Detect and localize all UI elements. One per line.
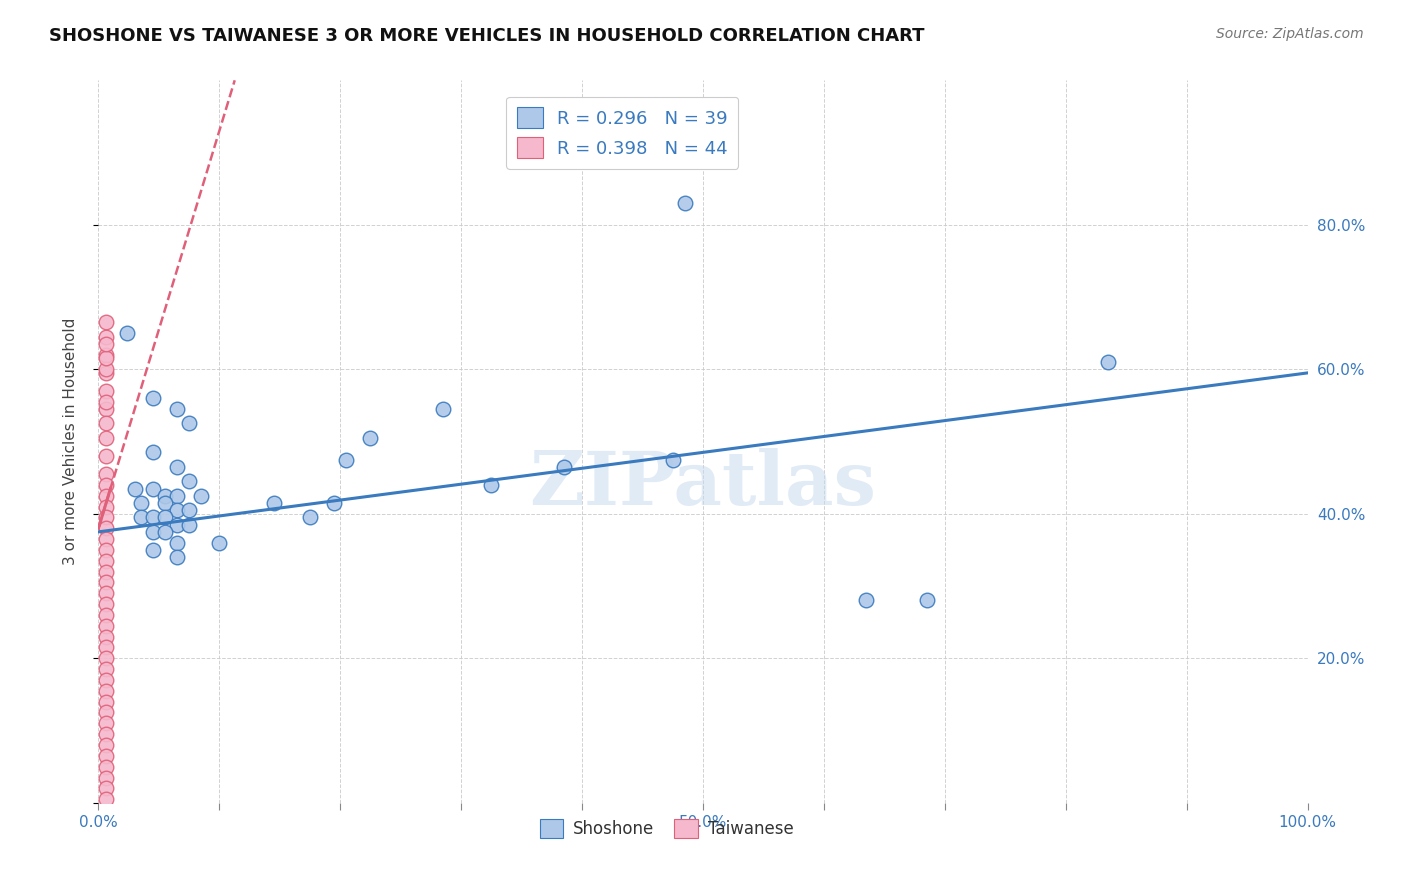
Point [360,431,382,445]
Point [94,738,117,752]
Text: ZIPatlas: ZIPatlas [530,449,876,522]
Point [153,496,176,510]
Y-axis label: 3 or more Vehicles in Household: 3 or more Vehicles in Household [63,318,77,566]
Point [166,489,188,503]
Point [661,452,683,467]
Point [94,394,117,409]
Point [94,542,117,557]
Point [94,771,117,785]
Point [94,348,117,362]
Point [208,535,231,549]
Point [553,459,575,474]
Point [94,673,117,687]
Point [94,366,117,380]
Point [94,640,117,655]
Point [94,597,117,611]
Point [673,196,696,211]
Point [94,467,117,481]
Point [179,517,201,532]
Point [481,478,503,492]
Point [94,337,117,351]
Point [117,326,139,340]
Point [166,402,188,417]
Point [166,535,188,549]
Point [94,554,117,568]
Point [94,510,117,524]
Point [94,362,117,376]
Point [124,482,146,496]
Point [323,496,346,510]
Point [153,524,176,539]
Point [142,542,165,557]
Point [94,417,117,431]
Point [190,489,212,503]
Point [94,760,117,774]
Point [94,351,117,366]
Point [94,565,117,579]
Point [94,330,117,344]
Point [94,575,117,590]
Point [855,593,877,607]
Point [94,716,117,731]
Point [263,496,285,510]
Point [166,517,188,532]
Point [179,417,201,431]
Point [94,449,117,463]
Point [142,510,165,524]
Point [432,402,454,417]
Point [142,445,165,459]
Point [94,748,117,763]
Point [129,496,152,510]
Point [142,524,165,539]
Point [94,662,117,676]
Point [94,630,117,644]
Point [166,459,188,474]
Point [94,607,117,622]
Point [94,521,117,535]
Point [915,593,938,607]
Point [94,384,117,398]
Point [179,475,201,489]
Point [94,706,117,720]
Point [166,550,188,565]
Point [94,402,117,417]
Point [166,503,188,517]
Point [94,683,117,698]
Point [153,489,176,503]
Point [335,452,357,467]
Point [94,727,117,741]
Point [94,781,117,796]
Point [1097,355,1119,369]
Point [153,510,176,524]
Point [129,510,152,524]
Point [299,510,322,524]
Point [94,792,117,806]
Point [94,315,117,329]
Text: SHOSHONE VS TAIWANESE 3 OR MORE VEHICLES IN HOUSEHOLD CORRELATION CHART: SHOSHONE VS TAIWANESE 3 OR MORE VEHICLES… [49,27,925,45]
Point [94,500,117,514]
Point [94,431,117,445]
Legend: Shoshone, Taiwanese: Shoshone, Taiwanese [533,813,800,845]
Point [94,478,117,492]
Point [94,489,117,503]
Point [94,651,117,665]
Point [94,619,117,633]
Point [142,391,165,405]
Point [142,482,165,496]
Point [179,503,201,517]
Point [94,695,117,709]
Point [94,586,117,600]
Text: Source: ZipAtlas.com: Source: ZipAtlas.com [1216,27,1364,41]
Point [94,532,117,546]
